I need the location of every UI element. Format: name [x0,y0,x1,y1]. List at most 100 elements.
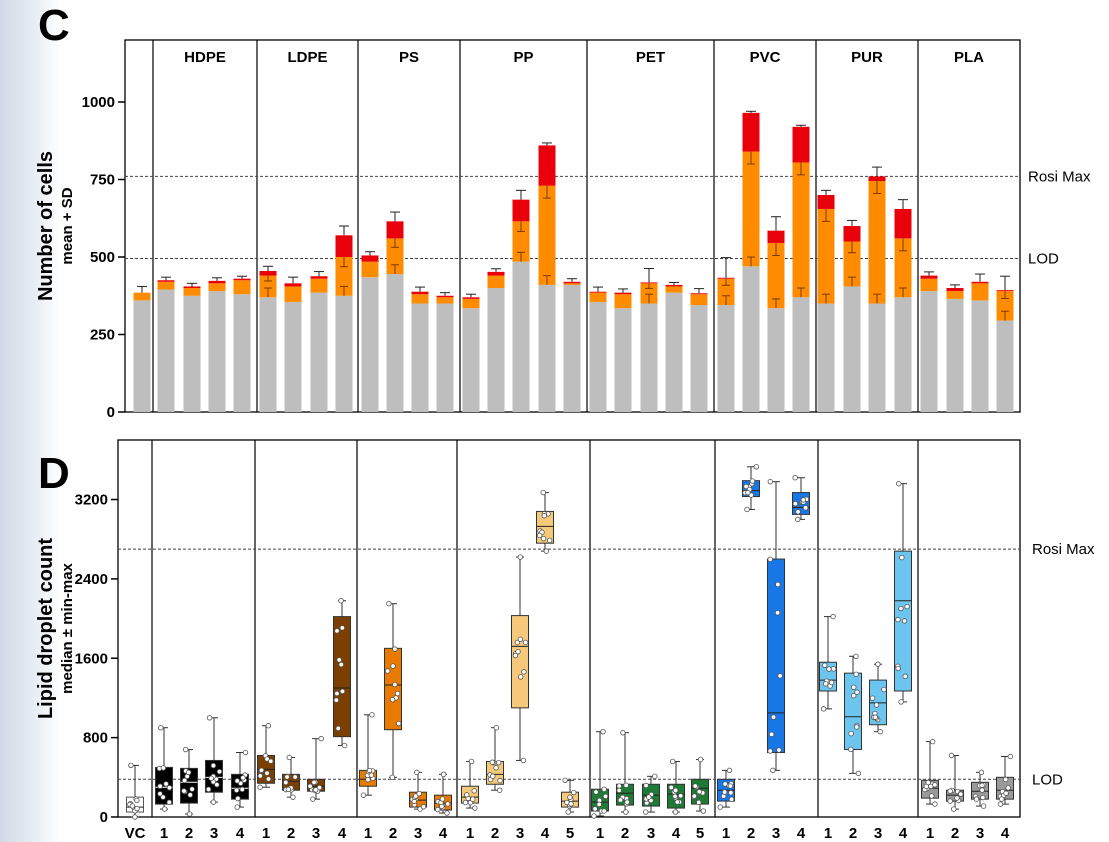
bar-base [690,305,708,412]
data-point [522,639,529,646]
bar-base [946,298,964,412]
data-point [182,746,189,753]
data-point [749,478,756,484]
data-point [412,793,419,799]
bar-top [487,271,505,276]
data-point [181,788,187,794]
data-point [341,742,348,749]
bar-base [640,303,658,412]
x-category-label: VC [125,825,146,842]
data-point [643,782,649,789]
bar-base [310,292,328,412]
x-category-label: 2 [951,825,959,842]
bar-increase [843,241,861,287]
bar-base [920,291,938,412]
bar-top [233,278,251,281]
bar-base [996,320,1014,412]
data-point [851,684,857,690]
data-point [517,554,524,560]
data-point [205,786,212,793]
data-point [334,690,340,697]
data-point [1007,753,1014,760]
bar-top [665,284,683,287]
box [767,558,785,754]
data-point [310,796,316,802]
data-point [677,793,684,799]
bar-increase [310,278,328,293]
data-point [877,728,883,735]
bar-base [411,303,429,412]
x-category-label: 1 [596,825,604,842]
bar-increase [462,298,480,309]
bar-base [284,301,302,412]
bar-base [157,289,175,412]
data-point [652,773,658,780]
data-point [767,748,773,754]
data-point [258,767,265,773]
bar-top [208,280,226,284]
y-axis-subtitle: mean + SD [59,187,76,264]
data-point [392,681,398,688]
data-point [872,714,879,720]
bar-base [436,303,454,412]
group-label: PUR [851,49,883,66]
x-category-label: 3 [772,825,780,842]
data-point [335,725,341,732]
data-point [620,729,626,736]
x-category-label: 1 [926,825,934,842]
reference-line-label: LOD [1028,251,1059,268]
data-point [540,535,547,542]
data-point [979,782,985,789]
data-point [826,666,832,672]
x-category-label: 4 [439,825,448,842]
bar-top [690,293,708,295]
data-point [696,799,702,806]
data-point [691,793,698,799]
bar-top [920,275,938,279]
data-point [334,628,340,634]
data-point [464,792,470,798]
data-point [777,673,783,679]
bar-top [386,221,404,239]
bar-increase [133,292,151,301]
bar-increase [640,283,658,304]
data-point [392,646,398,652]
bar-increase [792,162,810,298]
data-point [853,653,859,659]
data-point [439,796,446,802]
plot-frame [117,439,1021,818]
data-point [901,618,908,624]
data-point [596,801,602,808]
data-point [497,777,503,784]
data-point [307,783,313,789]
data-point [514,639,521,646]
bar-base [462,308,480,412]
data-point [601,808,607,814]
data-point [235,795,241,802]
data-point [823,681,829,687]
data-point [848,746,854,753]
bar-base [487,288,505,412]
data-point [567,794,573,800]
x-category-label: 4 [338,825,347,842]
bar-top [996,290,1014,292]
data-point [265,723,272,729]
data-point [185,769,192,776]
data-point [489,759,496,765]
panel-c-chart: 0 250 500 750 1000 Rosi Max LOD Number of cells… [35,1,1091,421]
bar-base [665,292,683,412]
data-point [160,765,167,771]
bar-base [233,294,251,412]
data-point [187,792,193,798]
bar-top [640,282,658,284]
x-category-label: 4 [541,825,550,842]
data-point [268,758,274,764]
box [333,616,351,738]
bar-base [361,277,379,412]
data-point [898,605,904,612]
data-point [435,806,441,813]
x-category-label: 3 [414,825,422,842]
bar-increase [946,291,964,299]
bar-top [868,176,886,182]
